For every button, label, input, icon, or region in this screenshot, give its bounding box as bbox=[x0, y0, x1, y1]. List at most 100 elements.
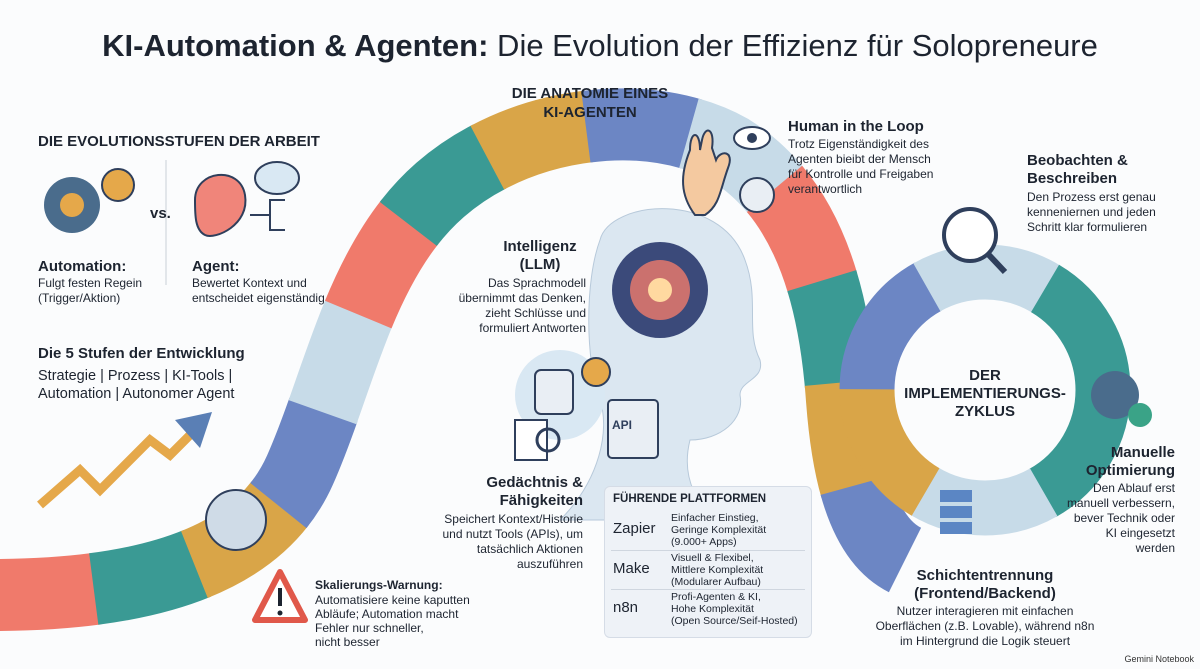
human-desc: für Kontrolle und Freigaben bbox=[788, 167, 934, 181]
agent-title: Agent: bbox=[192, 258, 240, 275]
magnifier-icon bbox=[535, 427, 561, 453]
cycle-title: ZYKLUS bbox=[955, 403, 1015, 420]
arrow-head bbox=[175, 412, 212, 448]
gauge-icon bbox=[739, 177, 775, 213]
observe-desc: Schritt klar formulieren bbox=[1027, 220, 1148, 234]
platform-name: Make bbox=[613, 560, 650, 577]
automation-desc: Fulgt festen Regein bbox=[38, 276, 143, 290]
flow-icon bbox=[250, 199, 285, 231]
desc-line: Hohe Komplexität bbox=[671, 603, 754, 615]
desc-line: Mittlere Komplexität bbox=[671, 564, 764, 576]
ring-segment bbox=[839, 244, 1131, 536]
separator: | bbox=[164, 368, 169, 384]
cycle-title: IMPLEMENTIERUNGS- bbox=[904, 385, 1066, 402]
agent-desc: Bewertet Kontext und bbox=[192, 276, 307, 290]
check-icon bbox=[1128, 403, 1152, 427]
agent-desc: entscheidet eigenständig bbox=[192, 291, 325, 305]
human-desc: Trotz Eigenständigkeit des bbox=[788, 137, 929, 151]
memory-desc: auszuführen bbox=[516, 557, 583, 571]
memory-title: Fähigkeiten bbox=[499, 492, 583, 509]
optimize-title: Optimierung bbox=[1085, 462, 1175, 479]
footer: Gemini Notebook bbox=[1124, 654, 1194, 664]
layer-icon bbox=[940, 490, 972, 502]
warning-title: Skalierungs-Warnung: bbox=[315, 578, 443, 592]
growth-arrow bbox=[37, 416, 209, 509]
title-bold: KI-Automation & Agenten: bbox=[102, 28, 489, 63]
thought-bubble bbox=[254, 161, 300, 195]
cycle-title: DER bbox=[969, 367, 1001, 384]
warning-desc: Fehler nur schneller, bbox=[315, 621, 424, 635]
platform-row: Zapier Einfacher Einstieg, Geringe Komple… bbox=[611, 511, 805, 549]
optimize-desc: bever Technik oder bbox=[1073, 511, 1175, 525]
database-icon bbox=[534, 369, 574, 415]
vs-label: vs. bbox=[150, 205, 171, 222]
intelligence-title: (LLM) bbox=[519, 256, 561, 273]
platform-name: Zapier bbox=[613, 520, 656, 537]
optimize-title: Manuelle bbox=[1110, 444, 1175, 461]
intelligence-desc: zieht Schlüsse und bbox=[485, 306, 586, 320]
ring-segment bbox=[839, 244, 1131, 536]
page-title: KI-Automation & Agenten: Die Evolution d… bbox=[0, 28, 1200, 64]
memory-desc: Speichert Kontext/Historie bbox=[444, 512, 583, 526]
optimize-desc: Den Ablauf erst bbox=[1092, 481, 1175, 495]
separator: | bbox=[115, 386, 120, 402]
observe-title: Beschreiben bbox=[1027, 170, 1118, 187]
optimize-desc: KI eingesetzt bbox=[1105, 526, 1175, 540]
platform-row: n8n Profi-Agenten & KI, Hohe Komplexität(… bbox=[611, 589, 805, 628]
separator: | bbox=[228, 368, 233, 384]
automation-title: Automation: bbox=[38, 258, 127, 275]
brain-center bbox=[648, 278, 672, 302]
observe-desc: kenneniernen und jeden bbox=[1027, 205, 1156, 219]
api-window bbox=[607, 399, 659, 459]
intelligence-title: Intelligenz bbox=[503, 238, 577, 255]
stage: Prozess bbox=[107, 368, 161, 384]
gear-wrench bbox=[1091, 371, 1139, 419]
warning-dot bbox=[277, 610, 283, 616]
observe-desc: Den Prozess erst genau bbox=[1027, 190, 1156, 204]
memory-title: Gedächtnis & bbox=[486, 474, 583, 491]
layers-title: Schichtentrennung bbox=[916, 567, 1054, 584]
layers-desc: im Hintergrund die Logik steuert bbox=[899, 634, 1071, 648]
stages-line: Automation | Autonomer Agent bbox=[38, 385, 234, 403]
anatomy-title: DIE ANATOMIE EINES bbox=[511, 85, 669, 102]
layer-icon bbox=[940, 522, 972, 534]
stage: Strategie bbox=[38, 368, 97, 384]
optimize-desc: werden bbox=[1135, 541, 1175, 555]
intelligence-desc: übernimmt das Denken, bbox=[458, 291, 586, 305]
memory-desc: und nutzt Tools (APIs), um bbox=[442, 527, 583, 541]
layers-title: (Frontend/Backend) bbox=[914, 585, 1056, 602]
optimize-desc: manuell verbessern, bbox=[1066, 496, 1175, 510]
brain-icon bbox=[193, 173, 247, 237]
hand-icon bbox=[682, 129, 731, 216]
ring-segment bbox=[839, 244, 1131, 536]
separator: | bbox=[100, 368, 104, 384]
warning-desc: nicht besser bbox=[315, 635, 380, 649]
platform-desc: Profi-Agenten & KI, Hohe Komplexität (Open… bbox=[671, 591, 798, 627]
human-title: Human in the Loop bbox=[788, 118, 924, 135]
warning-desc: Abläufe; Automation macht bbox=[315, 607, 459, 621]
document-icon bbox=[514, 419, 548, 461]
layer-icon bbox=[940, 506, 972, 518]
desc-line: Profi-Agenten & KI, bbox=[671, 591, 761, 603]
gear-hub bbox=[60, 193, 84, 217]
platform-box: FÜHRENDE PLATTFORMEN Zapier Einfacher Ei… bbox=[604, 486, 812, 638]
desc-line: (Modularer Aufbau) bbox=[671, 576, 761, 588]
desc-line: (9.000+ Apps) bbox=[671, 536, 737, 548]
stages-line: Strategie | Prozess | KI-Tools | bbox=[38, 367, 232, 385]
layers-desc: Oberflächen (z.B. Lovable), während n8n bbox=[875, 619, 1095, 633]
platform-title: FÜHRENDE PLATTFORMEN bbox=[613, 493, 767, 505]
anatomy-title: KI-AGENTEN bbox=[543, 104, 637, 121]
desc-line: Visuell & Flexibel, bbox=[671, 552, 754, 564]
ribbon-segment bbox=[0, 88, 924, 631]
desc-line: (Open Source/Seif-Hosted) bbox=[671, 615, 798, 627]
memory-desc: tatsächlich Aktionen bbox=[476, 542, 583, 556]
desc-line: Geringe Komplexität bbox=[671, 524, 767, 536]
eye-pupil bbox=[747, 133, 757, 143]
stage: KI-Tools bbox=[172, 368, 225, 384]
observe-title: Beobachten & bbox=[1027, 152, 1128, 169]
node-icon bbox=[581, 357, 611, 387]
compass-icon bbox=[101, 168, 135, 202]
